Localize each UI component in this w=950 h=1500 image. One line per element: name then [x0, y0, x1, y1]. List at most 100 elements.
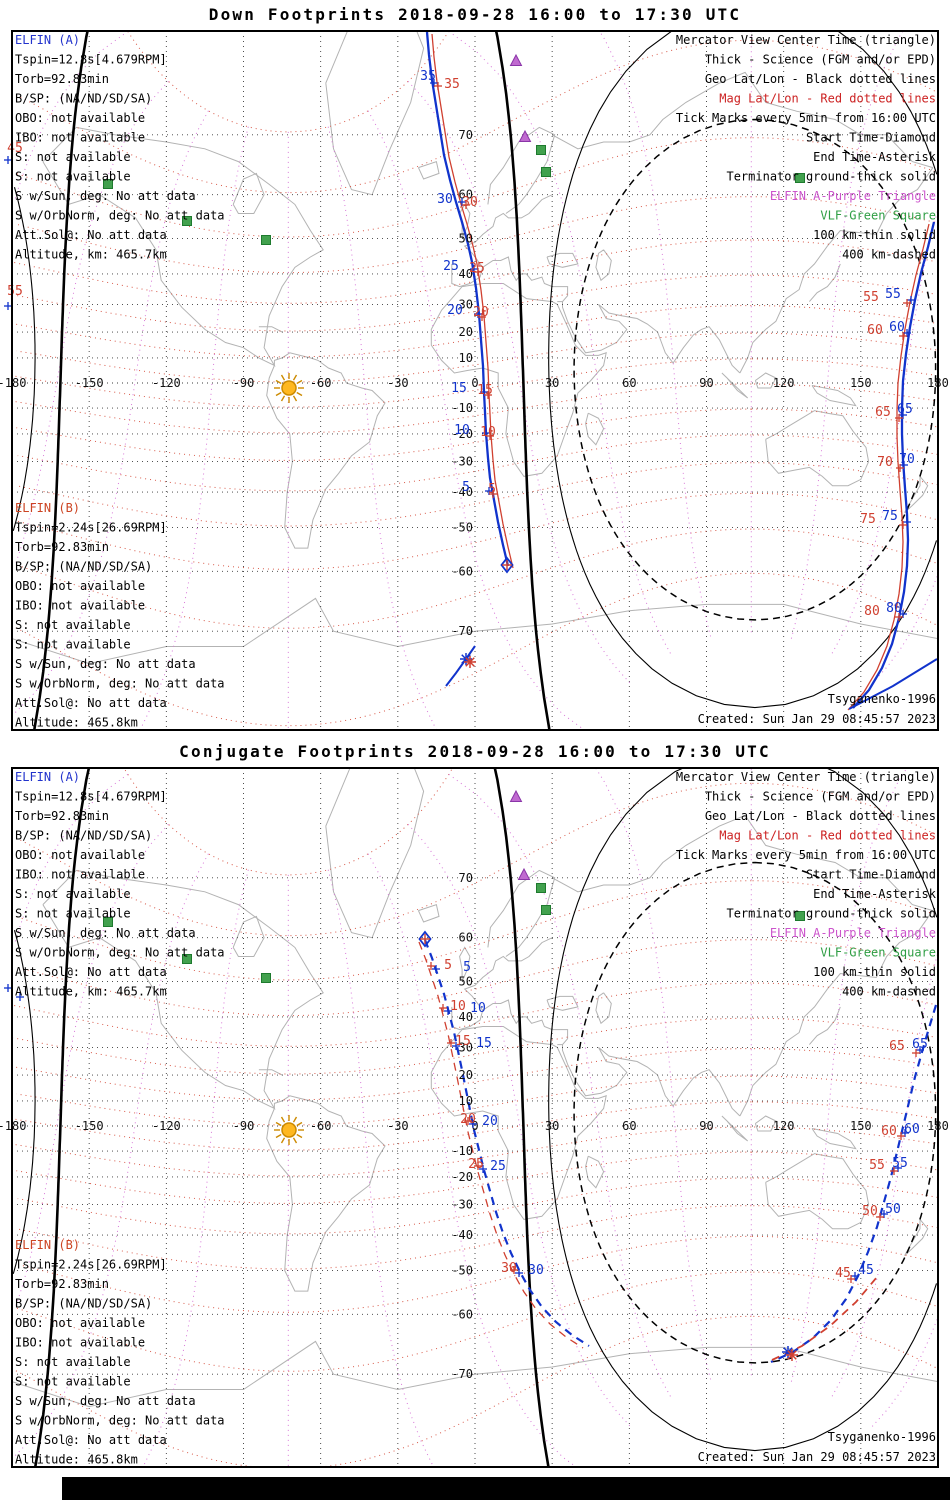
- axis-labels: -180 -150 -120 -90 -60 -30 0 30 60 90 120 150 180706…: [0, 128, 949, 638]
- time-tick-marks: [4, 79, 915, 621]
- legend: Mercator View Center Time (triangle) Thic…: [676, 33, 937, 262]
- legend-line: Geo Lat/Lon - Black dotted lines: [705, 72, 936, 86]
- minute-label: 10: [480, 425, 496, 440]
- panel1-title: Down Footprints 2018-09-28 16:00 to 17:3…: [209, 5, 741, 24]
- elfin-a-triangle-icon: [518, 129, 532, 142]
- lat-label: 40: [459, 267, 473, 281]
- map-down: [12, 31, 938, 730]
- legend-line: 400 km-dashed: [842, 248, 936, 262]
- info-a-line: Torb=92.83min: [15, 72, 109, 86]
- lat-label: -60: [451, 564, 473, 578]
- info-a-line: ELFIN (A): [15, 33, 80, 47]
- info-b-line: ELFIN (B): [15, 1238, 80, 1252]
- info-a-line: IBO: not available: [15, 868, 145, 882]
- minute-label: 20: [460, 1112, 476, 1127]
- legend-line: ELFIN A-Purple Triangle: [770, 189, 936, 203]
- info-b-line: S: not available: [15, 1355, 131, 1369]
- minute-label: 15: [476, 1036, 492, 1051]
- plot-border: [11, 767, 939, 1468]
- minute-label: 60: [904, 1122, 920, 1137]
- lat-label: -40: [451, 485, 473, 499]
- minute-label: 80: [864, 604, 880, 619]
- minute-label: 55: [892, 1156, 908, 1171]
- tick-plus-icon: [420, 934, 430, 944]
- minute-label: 75: [860, 512, 876, 527]
- info-b-line: S: not available: [15, 638, 131, 652]
- info-a-line: OBO: not available: [15, 111, 145, 125]
- minute-label: 20: [482, 1114, 498, 1129]
- minute-label: 75: [882, 509, 898, 524]
- lon-label: -60: [310, 1119, 332, 1133]
- axis-labels: -180 -150 -120 -90 -60 -30 0 30 60 90 120 150 180706…: [0, 871, 949, 1381]
- info-a-line: S w/Sun, deg: No att data: [15, 926, 196, 940]
- minute-label: 65: [897, 402, 913, 417]
- credit-line: Tsyganenko-1996: [828, 692, 936, 706]
- minute-label: 55: [885, 287, 901, 302]
- minute-label: 5: [488, 482, 496, 497]
- info-b-line: S: not available: [15, 1375, 131, 1389]
- elfin-footprint-ascending: [425, 31, 510, 567]
- lon-label: 150: [850, 376, 872, 390]
- legend-line: Start Time-Diamond: [806, 131, 936, 145]
- satellite-tracks: [425, 31, 938, 711]
- legend-line: Terminator ground-thick solid: [726, 907, 936, 921]
- legend-line: 100 km-thin solid: [813, 965, 936, 979]
- minute-label: 15: [451, 381, 467, 396]
- info-a-line: S: not available: [15, 907, 131, 921]
- lon-label: 120: [773, 376, 795, 390]
- vlf-square-icon: [182, 216, 192, 226]
- lon-label: -120: [152, 1119, 181, 1133]
- legend-line: Geo Lat/Lon - Black dotted lines: [705, 809, 936, 823]
- legend-line: End Time-Asterisk: [813, 150, 937, 164]
- vlf-square-icon: [182, 954, 192, 964]
- end-time-asterisk-icon: [464, 656, 476, 668]
- bottom-bar: [62, 1477, 950, 1500]
- legend-line: VLF-Green Square: [820, 209, 936, 223]
- map-markers: [103, 53, 805, 668]
- lat-label: 10: [459, 351, 473, 365]
- info-a-line: Torb=92.83min: [15, 809, 109, 823]
- info-b-line: Att.Sol@: No att data: [15, 1433, 167, 1447]
- minute-label: 10: [450, 999, 466, 1014]
- lat-label: 40: [459, 1010, 473, 1024]
- legend-line: Start Time-Diamond: [806, 868, 936, 882]
- conjugate-track-main: [423, 939, 590, 1347]
- info-block-elfin-b: ELFIN (B) Tspin=2.24s[26.69RPM] Torb=92.83…: [15, 1238, 225, 1467]
- info-b-line: Tspin=2.24s[26.69RPM]: [15, 521, 167, 535]
- lat-label: -10: [451, 1144, 473, 1158]
- minute-label: 65: [912, 1037, 928, 1052]
- info-block-elfin-a: ELFIN (A) Tspin=12.8s[4.679RPM] Torb=92.83…: [15, 33, 225, 262]
- map-conjugate: [12, 768, 938, 1467]
- elfin-a-triangle-icon: [509, 53, 523, 66]
- conjugate-track-east: [770, 1004, 938, 1364]
- info-b-line: IBO: not available: [15, 599, 145, 613]
- info-b-line: S w/Sun, deg: No att data: [15, 1394, 196, 1408]
- minute-label: 25: [469, 261, 485, 276]
- mag-lat-contours: [12, 768, 938, 1467]
- lon-label: 30: [545, 1119, 559, 1133]
- minute-label: 20: [473, 305, 489, 320]
- lat-label: 20: [459, 325, 473, 339]
- legend-line: 400 km-dashed: [842, 985, 936, 999]
- minute-label: 45: [835, 1266, 851, 1281]
- vlf-square-icon: [103, 917, 113, 927]
- minute-label: 65: [875, 405, 891, 420]
- minute-label: 55: [869, 1158, 885, 1173]
- legend-line: End Time-Asterisk: [813, 887, 937, 901]
- elfin-footprint-end-segment: [445, 645, 476, 687]
- legend-line: Mag Lat/Lon - Red dotted lines: [719, 92, 936, 106]
- sun-icon: [274, 1115, 304, 1145]
- lon-label: 0: [471, 1119, 478, 1133]
- satellite-tracks: [418, 939, 938, 1364]
- lat-label: 50: [459, 231, 473, 245]
- lat-label: -50: [451, 521, 473, 535]
- start-time-diamond-icon: [418, 930, 432, 948]
- info-a-line: Tspin=12.8s[4.679RPM]: [15, 53, 167, 67]
- lat-label: -70: [451, 1367, 473, 1381]
- vlf-square-icon: [536, 883, 546, 893]
- elfin-a-triangle-icon: [517, 867, 531, 880]
- lon-label: -150: [75, 376, 104, 390]
- end-time-asterisk-icon: [786, 1349, 798, 1361]
